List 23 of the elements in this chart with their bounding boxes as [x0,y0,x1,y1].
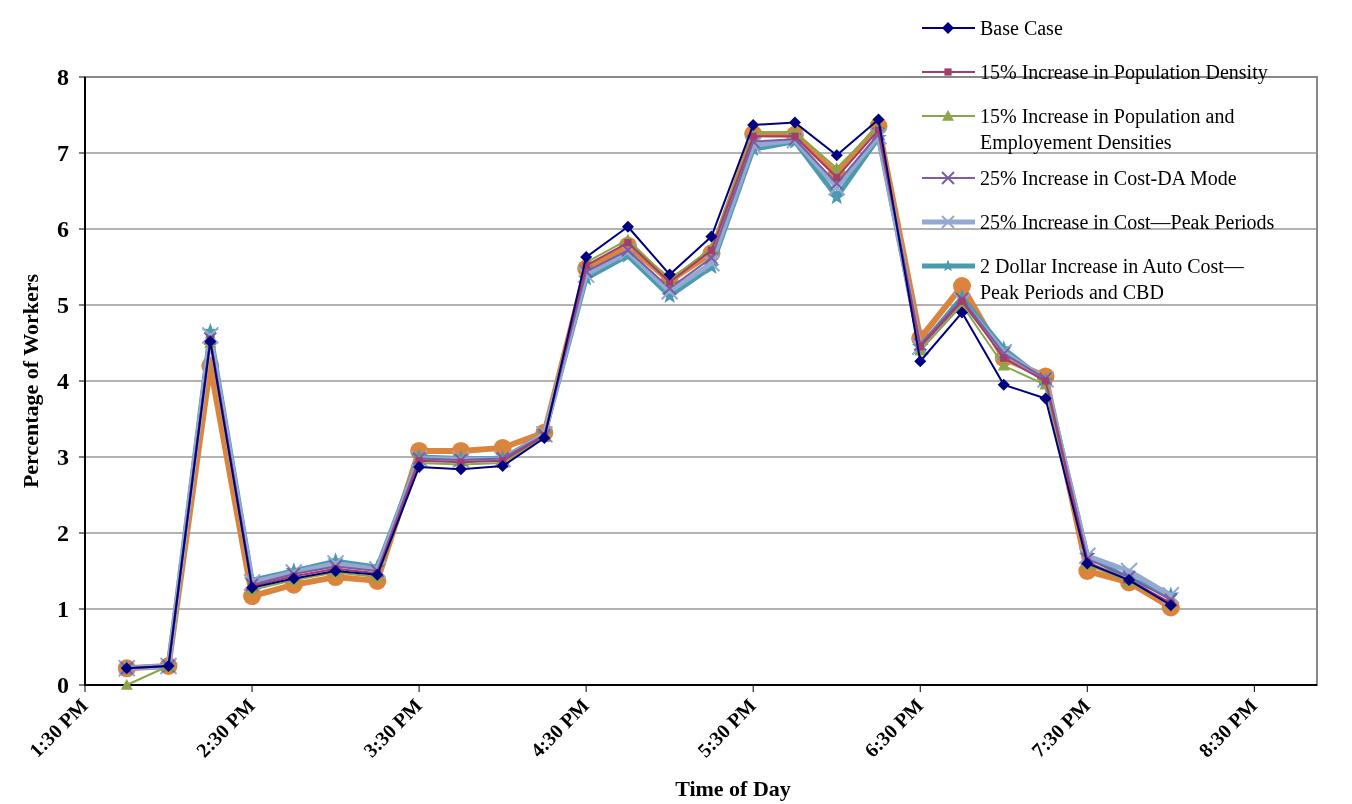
legend-label: 2 Dollar Increase in Auto Cost—Peak Periods and CBD [980,255,1245,303]
y-tick-label: 7 [57,140,69,166]
y-tick-label: 3 [57,444,69,470]
y-axis-title: Percentage of Workers [18,273,43,489]
x-tick-label: 4:30 PM [525,694,594,762]
x-tick-label: 5:30 PM [693,694,761,762]
x-tick-label: 7:30 PM [1027,694,1095,762]
y-tick-label: 1 [57,596,69,622]
legend-label: 15% Increase in Population Density [980,61,1268,84]
x-tick-label: 8:30 PM [1194,694,1262,762]
y-tick-label: 2 [57,520,69,546]
x-axis-title: Time of Day [675,776,791,801]
legend-label: 15% Increase in Population and Employement Densities [980,105,1235,154]
x-tick-label: 2:30 PM [191,694,259,762]
legend-label: 25% Increase in Cost-DA Mode [980,167,1237,189]
y-tick-label: 6 [57,216,69,242]
y-tick-label: 8 [57,64,69,90]
x-tick-label: 6:30 PM [860,694,928,762]
y-tick-label: 5 [57,292,69,318]
legend-label: Base Case [980,17,1063,39]
y-tick-label: 4 [57,368,69,394]
legend-label: 25% Increase in Cost—Peak Periods [980,211,1275,233]
x-tick-label: 3:30 PM [358,694,427,762]
